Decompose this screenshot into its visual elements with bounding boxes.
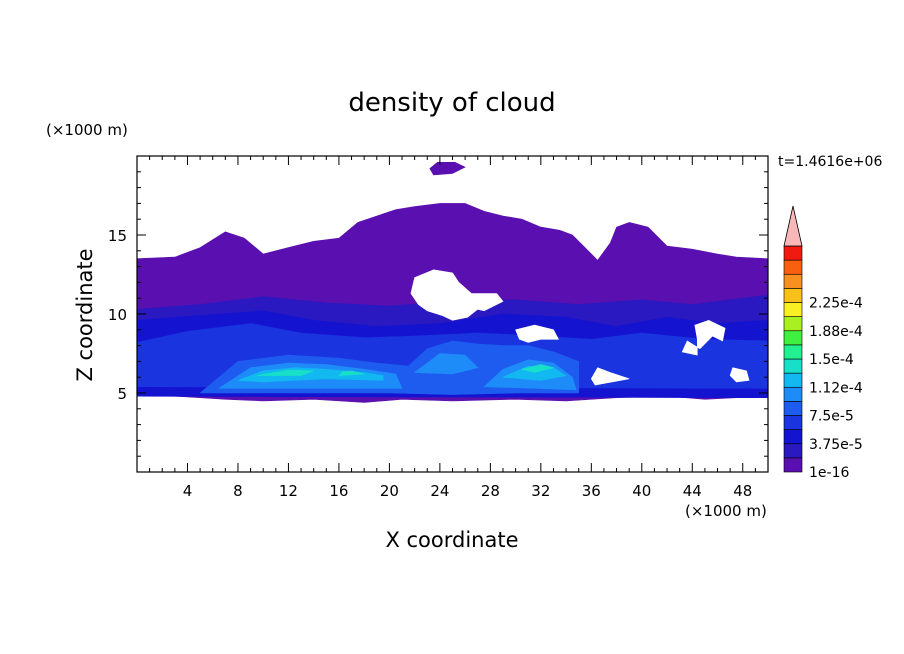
colorbar-segment-15 bbox=[783, 245, 803, 261]
contour-region-10 bbox=[502, 365, 567, 381]
x-tick-label-4: 4 bbox=[183, 482, 193, 500]
chart-title: density of cloud bbox=[348, 88, 555, 118]
y-tick-label-10: 10 bbox=[108, 306, 127, 324]
colorbar-segment-9 bbox=[783, 330, 803, 346]
colorbar-segment-4 bbox=[783, 401, 803, 416]
x-tick-label-16: 16 bbox=[329, 482, 348, 500]
y-axis-label: Z coordinate bbox=[73, 248, 97, 381]
contour-region-12 bbox=[338, 370, 365, 376]
colorbar-label-3: 1.12e-4 bbox=[809, 380, 863, 396]
colorbar-segment-3 bbox=[783, 415, 803, 430]
colorbar-label-2: 7.5e-5 bbox=[809, 409, 854, 425]
x-tick-label-40: 40 bbox=[632, 482, 651, 500]
colorbar-segment-13 bbox=[783, 273, 803, 289]
x-tick-label-36: 36 bbox=[582, 482, 601, 500]
colorbar-segment-11 bbox=[783, 302, 803, 317]
clear-air-gap-15 bbox=[515, 324, 559, 343]
colorbar-segment-0 bbox=[783, 457, 803, 473]
contour-region-1 bbox=[429, 162, 466, 176]
clear-air-gap-14 bbox=[410, 269, 504, 321]
x-tick-label-20: 20 bbox=[380, 482, 399, 500]
colorbar-label-5: 1.88e-4 bbox=[809, 324, 863, 340]
x-tick-label-24: 24 bbox=[430, 482, 449, 500]
x-axis-label: X coordinate bbox=[385, 528, 518, 552]
time-label: t=1.4616e+06 bbox=[778, 154, 882, 170]
y-tick-label-5: 5 bbox=[117, 385, 127, 403]
x-tick-label-44: 44 bbox=[683, 482, 702, 500]
x-tick-label-28: 28 bbox=[481, 482, 500, 500]
colorbar: 1e-16 3.75e-5 7.5e-5 1.12e-4 1.5e-4 1.88e-4 2.… bbox=[783, 205, 863, 481]
x-tick-label-48: 48 bbox=[733, 482, 752, 500]
colorbar-extend-arrow bbox=[783, 205, 803, 247]
colorbar-segment-6 bbox=[783, 372, 803, 388]
colorbar-segment-12 bbox=[783, 288, 803, 303]
contour-region-11 bbox=[256, 369, 314, 376]
x-axis: 4 8 12 16 20 24 28 32 36 40 44 48 bbox=[149, 156, 756, 500]
clear-air-gap-18 bbox=[729, 367, 750, 383]
colorbar-segment-5 bbox=[783, 386, 803, 402]
colorbar-label-4: 1.5e-4 bbox=[809, 352, 854, 368]
x-tick-label-12: 12 bbox=[279, 482, 298, 500]
x-unit-label: (×1000 m) bbox=[685, 502, 767, 520]
colorbar-label-6: 2.25e-4 bbox=[809, 296, 863, 312]
x-tick-label-8: 8 bbox=[233, 482, 243, 500]
x-tick-label-32: 32 bbox=[531, 482, 550, 500]
contour-region-13 bbox=[521, 364, 554, 373]
colorbar-segment-14 bbox=[783, 259, 803, 275]
y-axis: 5 10 15 bbox=[108, 171, 768, 457]
clear-air-gap-16 bbox=[681, 319, 726, 356]
y-tick-label-15: 15 bbox=[108, 227, 127, 245]
contour-fill-layer bbox=[137, 162, 768, 403]
colorbar-label-0: 1e-16 bbox=[809, 465, 849, 481]
colorbar-segment-8 bbox=[783, 344, 803, 360]
colorbar-label-1: 3.75e-5 bbox=[809, 437, 863, 453]
colorbar-segment-1 bbox=[783, 443, 803, 459]
y-unit-label: (×1000 m) bbox=[46, 121, 128, 139]
colorbar-segment-10 bbox=[783, 316, 803, 332]
clear-air-gap-17 bbox=[590, 367, 630, 386]
colorbar-segment-2 bbox=[783, 429, 803, 445]
colorbar-segment-7 bbox=[783, 358, 803, 374]
contour-region-8 bbox=[413, 353, 479, 375]
